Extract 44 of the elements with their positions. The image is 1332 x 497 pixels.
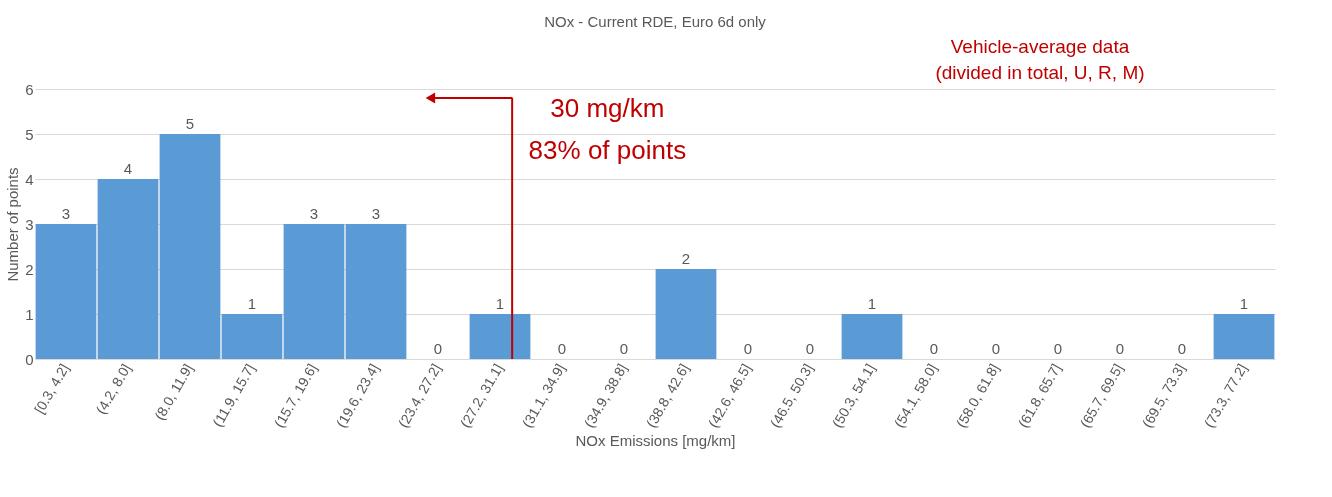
- data-label: 0: [805, 340, 815, 357]
- y-axis-title: Number of points: [4, 167, 22, 282]
- data-label: 0: [991, 340, 1001, 357]
- bar: [159, 134, 221, 359]
- data-label: 4: [123, 160, 133, 177]
- y-tick-label: 5: [25, 125, 34, 143]
- text: (divided in total, U, R, M): [935, 62, 1145, 83]
- bar: [469, 314, 531, 359]
- bar: [97, 179, 159, 359]
- data-label: 5: [185, 115, 195, 132]
- ref-line-label: 30 mg/km: [550, 93, 665, 123]
- bar: [345, 224, 407, 359]
- data-label: 0: [929, 340, 939, 357]
- y-tick-label: 1: [25, 305, 34, 323]
- data-label: 0: [743, 340, 753, 357]
- data-label: 3: [371, 205, 381, 222]
- y-tick-label: 2: [25, 260, 34, 278]
- data-label: 1: [247, 295, 257, 312]
- data-label: 3: [309, 205, 319, 222]
- y-tick-label: 6: [25, 80, 34, 98]
- data-label: 0: [557, 340, 567, 357]
- bar: [35, 224, 97, 359]
- bar: [841, 314, 903, 359]
- y-tick-label: 0: [25, 350, 34, 368]
- bar: [283, 224, 345, 359]
- bar: [1213, 314, 1275, 359]
- bar: [655, 269, 717, 359]
- data-label: 0: [1177, 340, 1187, 357]
- data-label: 0: [1053, 340, 1063, 357]
- data-label: 1: [867, 295, 877, 312]
- data-label: 1: [1239, 295, 1249, 312]
- data-label: 1: [495, 295, 505, 312]
- chart-title: NOx - Current RDE, Euro 6d only: [544, 13, 767, 30]
- data-label: 0: [619, 340, 629, 357]
- data-label: 3: [61, 205, 71, 222]
- x-axis-title: NOx Emissions [mg/km]: [575, 432, 736, 450]
- data-label: 0: [1115, 340, 1125, 357]
- data-label: 0: [433, 340, 443, 357]
- data-label: 2: [681, 250, 691, 267]
- y-tick-label: 4: [25, 170, 34, 188]
- bar: [221, 314, 283, 359]
- text: Vehicle-average data: [950, 36, 1130, 57]
- y-tick-label: 3: [25, 215, 34, 233]
- annotation: 83% of points: [528, 135, 687, 165]
